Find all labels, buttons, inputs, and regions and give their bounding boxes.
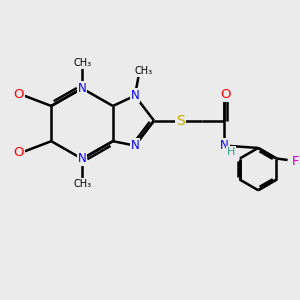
Text: S: S <box>176 114 185 128</box>
Text: CH₃: CH₃ <box>73 58 91 68</box>
Text: H: H <box>227 147 235 157</box>
Text: N: N <box>78 82 86 95</box>
Text: O: O <box>14 146 24 159</box>
Text: CH₃: CH₃ <box>73 179 91 189</box>
Text: N: N <box>130 89 139 102</box>
Text: N: N <box>220 139 229 152</box>
Text: F: F <box>292 155 300 168</box>
Text: N: N <box>130 139 139 152</box>
Text: N: N <box>78 152 86 165</box>
Text: O: O <box>14 88 24 101</box>
Text: O: O <box>220 88 231 101</box>
Text: CH₃: CH₃ <box>135 66 153 76</box>
